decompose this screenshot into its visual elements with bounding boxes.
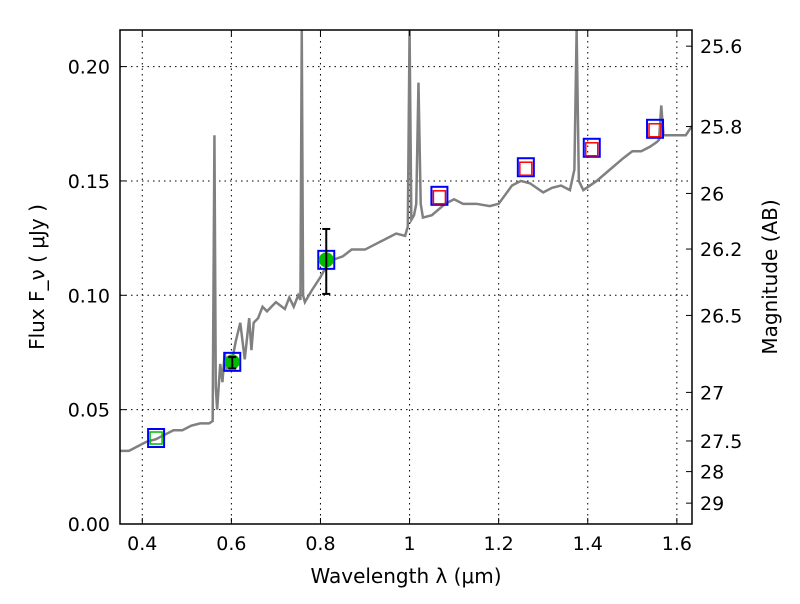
- mag-tick-label: 26.5: [700, 305, 742, 327]
- photometry-box: [223, 351, 242, 372]
- mag-tick-label: 29: [700, 493, 724, 515]
- mag-tick-label: 25.6: [700, 36, 742, 58]
- photometry-box: [646, 118, 665, 139]
- photometry-box: [582, 137, 601, 158]
- x-tick-label: 1.6: [662, 533, 692, 555]
- plot-frame: [119, 29, 693, 525]
- mag-tick-label: 27: [700, 382, 724, 404]
- x-axis-label: Wavelength λ (μm): [310, 564, 501, 588]
- mag-tick-label: 26: [700, 183, 724, 205]
- photometry-inner-square: [432, 190, 447, 205]
- photometry-box: [147, 428, 166, 449]
- mag-tick-label: 25.8: [700, 117, 742, 139]
- mag-tick-label: 28: [700, 462, 724, 484]
- photometry-inner-square: [149, 431, 163, 445]
- photometry-box: [430, 185, 449, 206]
- photometry-inner-square: [648, 123, 662, 138]
- y-tick-label: 0.20: [68, 57, 110, 79]
- x-tick-label: 1.4: [573, 533, 603, 555]
- spectrum-line: [120, 30, 692, 453]
- photometry-inner-square: [519, 161, 533, 176]
- y-tick-label: 0.00: [68, 514, 110, 536]
- y-axis-right-label: Magnitude (AB): [758, 199, 782, 354]
- photometry-box: [516, 157, 535, 178]
- mag-tick-label: 26.2: [700, 239, 742, 261]
- x-tick-label: 1.2: [484, 533, 514, 555]
- y-tick-label: 0.15: [68, 171, 110, 193]
- photometry-inner-square: [585, 142, 599, 157]
- y-axis-label: Flux F_ν ( μJy ): [25, 204, 49, 350]
- y-tick-label: 0.10: [68, 285, 110, 307]
- x-tick-label: 0.6: [216, 533, 246, 555]
- x-tick-label: 1: [404, 533, 416, 555]
- mag-tick-label: 27.5: [700, 431, 742, 453]
- x-tick-label: 0.4: [127, 533, 157, 555]
- x-tick-label: 0.8: [305, 533, 335, 555]
- y-tick-label: 0.05: [68, 400, 110, 422]
